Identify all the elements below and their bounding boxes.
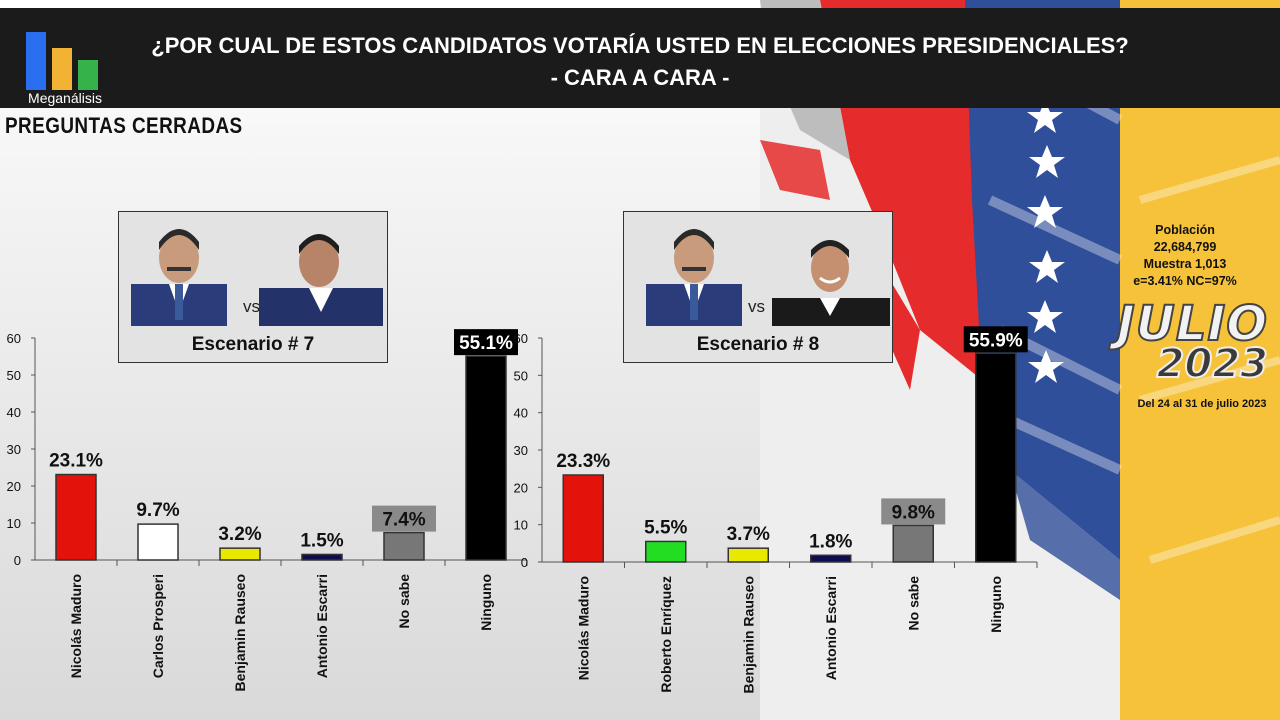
data-label-bg (963, 326, 1028, 353)
y-tick-label: 0 (521, 555, 528, 570)
meganalisis-logo: Meganálisis (20, 20, 110, 110)
data-label-bg (372, 505, 436, 532)
logo-label: Meganálisis (28, 90, 102, 106)
title-line-2: - CARA A CARA - (550, 65, 730, 90)
y-tick-label: 60 (514, 331, 528, 346)
header-bar: Meganálisis ¿POR CUAL DE ESTOS CANDIDATO… (0, 8, 1280, 108)
bar-chart-scenario-7: 0 10 20 30 40 50 60 23.1% Nicolás Maduro 9.7% Carl… (7, 329, 528, 691)
data-label: 23.1% (49, 451, 103, 472)
poblacion-label: Población (1155, 223, 1215, 237)
portrait-left (131, 229, 227, 326)
x-tick-label: Benjamin Rauseo (740, 576, 756, 693)
scenario-7-label: Escenario # 7 (191, 334, 315, 355)
bar (137, 523, 179, 561)
page-title: ¿POR CUAL DE ESTOS CANDIDATOS VOTARÍA US… (120, 30, 1160, 94)
survey-info: Población 22,684,799 Muestra 1,013 e=3.4… (1130, 222, 1240, 290)
bar (55, 473, 97, 561)
data-label: 23.3% (556, 451, 610, 472)
y-tick-label: 60 (7, 331, 21, 346)
x-tick-label: No sabe (396, 574, 412, 629)
scenario-8-box: vs Escenario # 8 (623, 211, 893, 363)
error-margin: e=3.41% NC=97% (1133, 274, 1237, 288)
y-tick-label: 20 (514, 480, 528, 495)
y-tick-label: 20 (7, 479, 21, 494)
y-tick-label: 40 (7, 405, 21, 420)
x-tick-label: Antonio Escarri (314, 574, 330, 678)
y-tick-label: 30 (514, 443, 528, 458)
data-label: 7.4% (382, 510, 425, 531)
data-label-bg (454, 329, 518, 356)
y-tick-label: 30 (7, 442, 21, 457)
data-label: 3.2% (218, 524, 261, 545)
scenario-7-box: vs Escenario # 7 (118, 211, 388, 363)
badge-month: JULIO (1116, 296, 1268, 352)
bar (219, 547, 261, 561)
x-tick-label: Roberto Enríquez (658, 576, 674, 693)
y-tick-label: 10 (7, 516, 21, 531)
venezuela-flag-background (760, 0, 1280, 720)
bar (645, 540, 687, 563)
data-label: 1.5% (300, 530, 343, 551)
bar (892, 524, 934, 563)
y-tick-label: 40 (514, 406, 528, 421)
bar (301, 553, 343, 561)
date-badge: JULIO 2023 (1068, 296, 1269, 387)
bar (383, 531, 425, 561)
portrait-left (646, 229, 742, 326)
x-tick-label: Nicolás Maduro (68, 574, 84, 678)
data-label: 3.7% (727, 524, 770, 545)
vs-label-2: vs (748, 297, 765, 316)
bar (465, 355, 507, 561)
bar (727, 547, 769, 563)
scenario-8-label: Escenario # 8 (696, 334, 820, 355)
portrait-right (259, 234, 383, 326)
portrait-right (772, 240, 890, 326)
bar (975, 352, 1017, 563)
bar-chart-scenario-8: 0 10 20 30 40 50 60 23.3% Nicolás Maduro 5.5% Robe… (514, 326, 1038, 693)
data-label: 55.9% (969, 330, 1023, 351)
bar (810, 554, 852, 563)
candidate-portraits: vs (131, 229, 383, 326)
badge-year: 2023 (1156, 341, 1269, 387)
data-label: 1.8% (809, 531, 852, 552)
x-tick-label: Ninguno (988, 576, 1004, 633)
x-tick-label: Carlos Prosperi (150, 574, 166, 678)
y-tick-label: 0 (14, 553, 21, 568)
title-line-1: ¿POR CUAL DE ESTOS CANDIDATOS VOTARÍA US… (151, 33, 1129, 58)
x-tick-label: No sabe (905, 576, 921, 631)
vs-label-1: vs (243, 297, 260, 316)
x-tick-label: Antonio Escarri (823, 576, 839, 680)
bar (562, 474, 604, 563)
y-tick-label: 50 (7, 368, 21, 383)
survey-dates: Del 24 al 31 de julio 2023 (1137, 398, 1267, 410)
x-tick-label: Ninguno (478, 574, 494, 631)
y-tick-label: 10 (514, 518, 528, 533)
section-label: PREGUNTAS CERRADAS (5, 113, 243, 138)
data-label: 9.8% (892, 502, 935, 523)
candidate-portraits: vs (646, 229, 890, 326)
data-label: 5.5% (644, 517, 687, 538)
data-label: 9.7% (136, 500, 179, 521)
muestra: Muestra 1,013 (1143, 257, 1227, 271)
data-label: 55.1% (459, 333, 513, 354)
data-label-bg (881, 498, 946, 525)
y-tick-label: 50 (514, 368, 528, 383)
poblacion-value: 22,684,799 (1153, 240, 1217, 254)
x-tick-label: Nicolás Maduro (575, 576, 591, 680)
x-tick-label: Benjamin Rauseo (232, 574, 248, 691)
